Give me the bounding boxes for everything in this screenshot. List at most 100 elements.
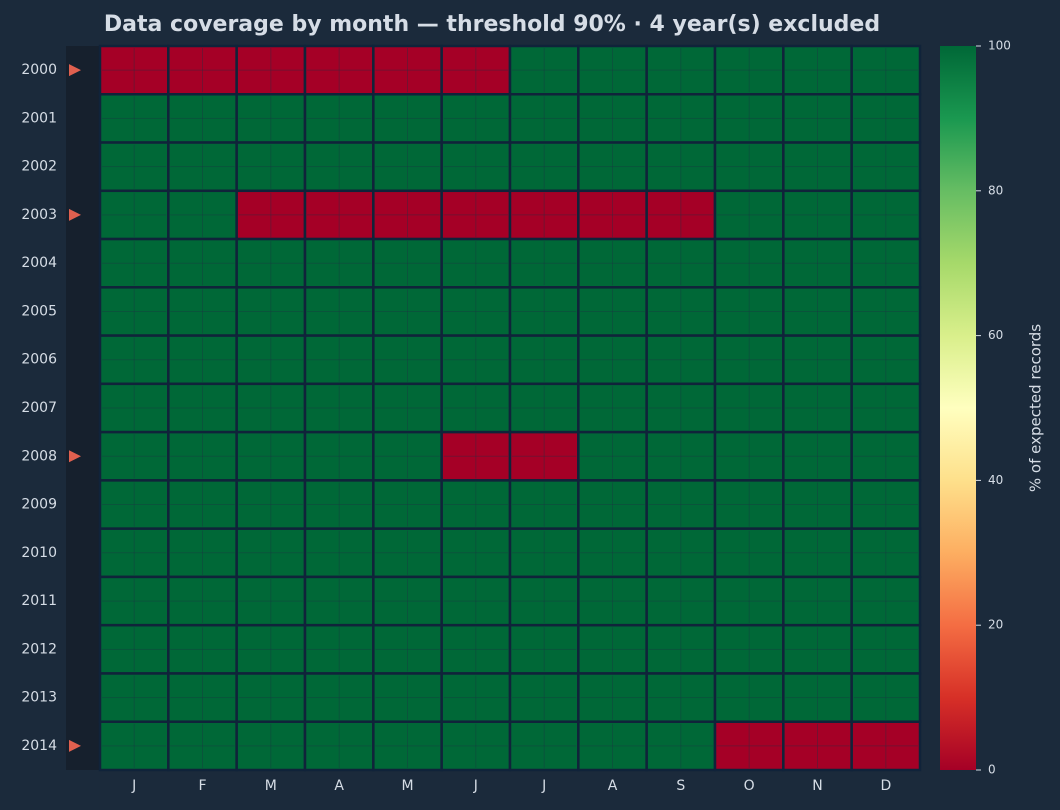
cell: [850, 382, 922, 434]
cell: [645, 720, 717, 772]
cell: [782, 720, 853, 772]
cell: [782, 672, 853, 723]
cell: [508, 141, 580, 193]
cell: [577, 141, 648, 193]
excluded-marker: [69, 450, 81, 463]
cell: [303, 189, 375, 241]
cell: [508, 623, 580, 675]
cell: [850, 672, 922, 723]
cell: [508, 527, 580, 579]
cell: [303, 44, 375, 96]
cell: [167, 189, 238, 241]
colorbar-tick-label: 100: [988, 39, 1011, 53]
cell: [713, 44, 785, 96]
x-tick-label: A: [334, 778, 344, 794]
cell: [440, 237, 512, 289]
cell: [98, 334, 170, 386]
y-tick-label: 2012: [21, 641, 57, 657]
cell: [440, 189, 512, 241]
colorbar-tick-label: 0: [988, 763, 996, 777]
cell: [508, 189, 580, 241]
cell: [577, 189, 648, 241]
cell: [167, 479, 238, 530]
cell: [782, 623, 853, 675]
cell: [713, 720, 785, 772]
y-tick-label: 2010: [21, 545, 57, 561]
x-tick-label: J: [473, 778, 478, 794]
y-tick-label: 2011: [21, 593, 57, 609]
cell: [98, 672, 170, 723]
cell: [782, 44, 853, 96]
cell: [850, 623, 922, 675]
y-tick-label: 2003: [21, 207, 57, 223]
colorbar: [940, 46, 976, 770]
y-tick-label: 2006: [21, 352, 57, 368]
cell: [372, 575, 443, 627]
cell: [235, 672, 307, 723]
cell: [508, 286, 580, 337]
y-tick-label: 2009: [21, 497, 57, 513]
cell: [98, 189, 170, 241]
cell: [98, 286, 170, 337]
cell: [303, 672, 375, 723]
cell: [713, 430, 785, 482]
cell: [98, 93, 170, 144]
x-tick-label: A: [608, 778, 618, 794]
colorbar-tick-label: 40: [988, 473, 1003, 487]
x-tick-label: N: [812, 778, 822, 794]
cell: [98, 237, 170, 289]
cell: [713, 623, 785, 675]
y-tick-label: 2005: [21, 303, 57, 319]
cell: [577, 479, 648, 530]
cell: [508, 93, 580, 144]
cell: [167, 382, 238, 434]
cell: [167, 575, 238, 627]
cell: [850, 189, 922, 241]
cell: [850, 44, 922, 96]
cell: [713, 382, 785, 434]
cell: [98, 479, 170, 530]
cell: [235, 382, 307, 434]
cell: [440, 575, 512, 627]
cell: [577, 334, 648, 386]
cell: [372, 430, 443, 482]
y-tick-label: 2000: [21, 62, 57, 78]
cell: [713, 334, 785, 386]
cell: [850, 93, 922, 144]
y-tick-label: 2004: [21, 255, 57, 271]
cell: [235, 720, 307, 772]
cell: [577, 286, 648, 337]
x-tick-label: J: [131, 778, 136, 794]
cell: [508, 382, 580, 434]
x-tick-label: D: [880, 778, 891, 794]
x-tick-label: O: [744, 778, 755, 794]
y-tick-label: 2008: [21, 448, 57, 464]
x-tick-label: M: [401, 778, 413, 794]
cell: [577, 720, 648, 772]
cell: [713, 141, 785, 193]
cell: [850, 237, 922, 289]
cell: [98, 575, 170, 627]
colorbar-tick-label: 20: [988, 618, 1003, 632]
cell: [713, 575, 785, 627]
x-tick-label: M: [265, 778, 277, 794]
y-tick-label: 2013: [21, 690, 57, 706]
cell: [303, 286, 375, 337]
colorbar-label: % of expected records: [1027, 324, 1045, 492]
cell: [645, 672, 717, 723]
cell: [440, 93, 512, 144]
x-tick-label: S: [676, 778, 685, 794]
cell: [167, 141, 238, 193]
colorbar-tick-label: 60: [988, 328, 1003, 342]
cell: [235, 141, 307, 193]
colorbar-tick-label: 80: [988, 183, 1003, 197]
x-tick-label: J: [541, 778, 546, 794]
cell: [303, 93, 375, 144]
cell: [372, 141, 443, 193]
cell: [645, 479, 717, 530]
y-tick-label: 2002: [21, 159, 57, 175]
cell: [850, 720, 922, 772]
cell: [235, 527, 307, 579]
excluded-marker: [69, 739, 81, 752]
